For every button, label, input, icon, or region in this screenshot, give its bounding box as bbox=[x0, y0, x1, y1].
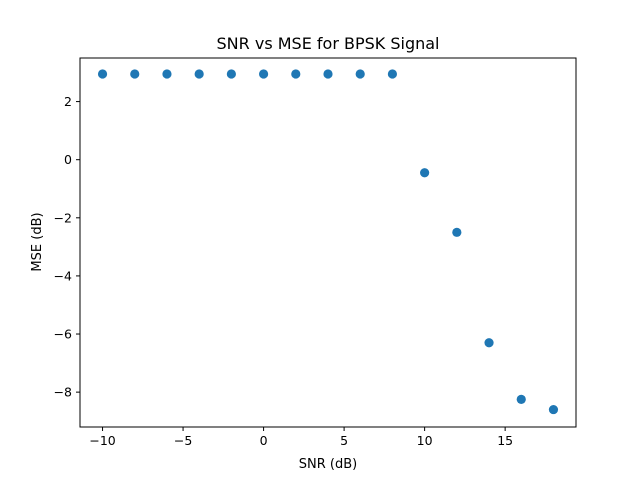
data-point bbox=[548, 404, 559, 415]
y-tick-label: −4 bbox=[54, 268, 72, 283]
x-tick-label: 5 bbox=[340, 433, 348, 448]
plot-area bbox=[79, 57, 577, 428]
y-tick-label: 0 bbox=[64, 152, 72, 167]
x-tick-label: 10 bbox=[417, 433, 433, 448]
x-tick-label: −10 bbox=[89, 433, 115, 448]
data-point bbox=[516, 394, 526, 404]
data-point bbox=[420, 168, 430, 178]
plot-frame bbox=[79, 57, 577, 428]
y-axis-ticks: 2 0 −2 −4 −6 −8 bbox=[54, 94, 80, 400]
y-tick-label: −6 bbox=[54, 327, 72, 342]
data-point bbox=[387, 69, 398, 79]
x-tick-label: −5 bbox=[174, 433, 192, 448]
data-point bbox=[226, 69, 236, 79]
x-tick-label: 0 bbox=[260, 433, 268, 448]
data-point bbox=[323, 69, 333, 79]
data-point bbox=[258, 69, 269, 79]
y-tick-label: −8 bbox=[54, 385, 72, 400]
data-point bbox=[194, 69, 204, 79]
y-tick-label: 2 bbox=[64, 94, 72, 109]
data-points bbox=[97, 69, 559, 415]
x-tick-label: 15 bbox=[497, 433, 513, 448]
data-point bbox=[162, 69, 172, 79]
data-point bbox=[130, 69, 140, 79]
y-tick-label: −2 bbox=[54, 210, 72, 225]
chart-title: SNR vs MSE for BPSK Signal bbox=[217, 34, 440, 53]
data-point bbox=[97, 69, 108, 79]
data-point bbox=[452, 227, 462, 237]
y-axis-label: MSE (dB) bbox=[30, 212, 45, 271]
data-point bbox=[355, 69, 365, 79]
x-axis-ticks: −10 −5 0 5 10 15 bbox=[89, 427, 513, 448]
data-point bbox=[291, 69, 301, 79]
x-axis-label: SNR (dB) bbox=[299, 457, 357, 472]
data-point bbox=[484, 338, 494, 348]
